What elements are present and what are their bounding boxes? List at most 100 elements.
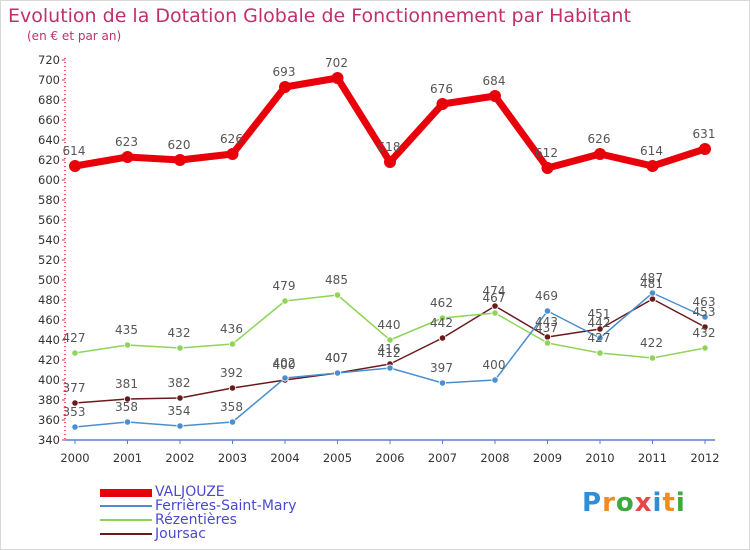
data-label-ferrieres-saint-mary: 402 [273,356,296,370]
data-label-valjouze: 626 [220,132,243,146]
x-tick-label: 2012 [690,451,719,465]
data-label-ferrieres-saint-mary: 400 [483,358,506,372]
data-label-valjouze: 614 [63,144,86,158]
data-point-joursac [438,334,447,342]
data-label-ferrieres-saint-mary: 358 [220,400,243,414]
legend-item-valjouze: VALJOUZE [100,484,360,500]
data-point-valjouze [699,143,711,155]
data-point-ferrieres-saint-mary [491,376,499,384]
series-rezentieres [71,291,709,362]
y-tick-label: 720 [38,53,60,67]
y-tick-label: 680 [38,93,60,107]
x-tick-label: 2007 [428,451,457,465]
logo-letter: x [634,488,653,518]
y-tick-label: 360 [38,413,60,427]
x-tick-label: 2003 [218,451,247,465]
data-point-joursac [491,302,499,310]
data-label-valjouze: 684 [483,74,506,88]
data-label-joursac: 392 [220,366,243,380]
data-label-joursac: 453 [693,305,716,319]
logo-letter: t [662,488,676,518]
data-point-ferrieres-saint-mary [438,379,447,387]
data-label-valjouze: 702 [325,56,348,70]
y-tick-label: 700 [38,73,60,87]
legend-item-joursac: Joursac [100,526,360,542]
data-label-rezentieres: 462 [430,296,453,310]
data-point-valjouze [646,160,659,172]
data-point-rezentieres [71,349,79,357]
legend-label-valjouze: VALJOUZE [155,484,225,500]
data-point-rezentieres [543,339,552,347]
data-point-ferrieres-saint-mary [281,374,289,382]
data-label-valjouze: 618 [378,140,401,154]
legend-item-ferrieres-saint-mary: Ferrières-Saint-Mary [100,498,360,514]
data-point-ferrieres-saint-mary [71,423,79,431]
data-point-valjouze [541,162,554,174]
data-label-rezentieres: 479 [273,279,296,293]
x-tick-label: 2004 [270,451,299,465]
data-point-ferrieres-saint-mary [701,313,709,321]
y-tick-label: 640 [38,133,60,147]
data-point-rezentieres [648,354,657,362]
y-tick-label: 580 [38,193,60,207]
data-label-ferrieres-saint-mary: 442 [588,316,611,330]
data-point-valjouze [594,148,606,160]
proxiti-logo: Proxiti [582,488,686,518]
data-label-valjouze: 693 [273,65,296,79]
data-point-rezentieres [438,314,447,322]
data-label-ferrieres-saint-mary: 358 [115,400,138,414]
data-label-joursac: 382 [168,376,191,390]
logo-letter: r [602,488,616,518]
y-tick-label: 600 [38,173,60,187]
data-label-valjouze: 614 [640,144,663,158]
data-label-ferrieres-saint-mary: 354 [168,404,191,418]
data-point-rezentieres [333,291,342,299]
data-point-ferrieres-saint-mary [648,289,657,297]
x-tick-label: 2010 [585,451,614,465]
y-tick-label: 380 [38,393,60,407]
data-label-rezentieres: 436 [220,322,243,336]
data-label-joursac: 407 [325,351,348,365]
data-label-joursac: 443 [535,315,558,329]
logo-letter: i [675,488,686,518]
series-valjouze [69,72,711,174]
data-point-valjouze [331,72,344,84]
data-label-ferrieres-saint-mary: 353 [63,405,86,419]
data-label-rezentieres: 435 [115,323,138,337]
data-label-ferrieres-saint-mary: 487 [640,271,663,285]
data-label-rezentieres: 432 [168,326,191,340]
data-label-joursac: 442 [430,316,453,330]
data-point-joursac [123,395,132,403]
data-point-valjouze [279,81,291,93]
data-point-valjouze [174,154,186,166]
chart-subtitle: (en € et par an) [27,29,122,43]
legend-item-rezentieres: Rézentières [100,512,360,528]
series-ferrieres-saint-mary [71,289,709,431]
data-label-ferrieres-saint-mary: 407 [325,351,348,365]
data-point-ferrieres-saint-mary [228,418,237,426]
y-tick-label: 520 [38,253,60,267]
legend: VALJOUZE Ferrières-Saint-Mary Rézentière… [100,484,360,542]
data-point-rezentieres [228,340,237,348]
data-label-rezentieres: 440 [378,318,401,332]
x-tick-label: 2002 [165,451,194,465]
data-point-valjouze [436,98,449,110]
data-label-valjouze: 676 [430,82,453,96]
data-point-ferrieres-saint-mary [176,422,184,430]
series-line-valjouze [71,74,709,172]
data-label-rezentieres: 422 [640,336,663,350]
data-point-ferrieres-saint-mary [333,369,342,377]
data-point-rezentieres [176,344,184,352]
data-label-valjouze: 612 [535,146,558,160]
legend-label-joursac: Joursac [155,526,206,542]
data-label-valjouze: 623 [115,135,138,149]
data-point-valjouze [69,160,81,172]
x-tick-label: 2000 [60,451,89,465]
data-point-joursac [228,384,237,392]
y-tick-label: 440 [38,333,60,347]
data-label-ferrieres-saint-mary: 469 [535,289,558,303]
y-tick-label: 500 [38,273,60,287]
data-point-rezentieres [386,336,394,344]
